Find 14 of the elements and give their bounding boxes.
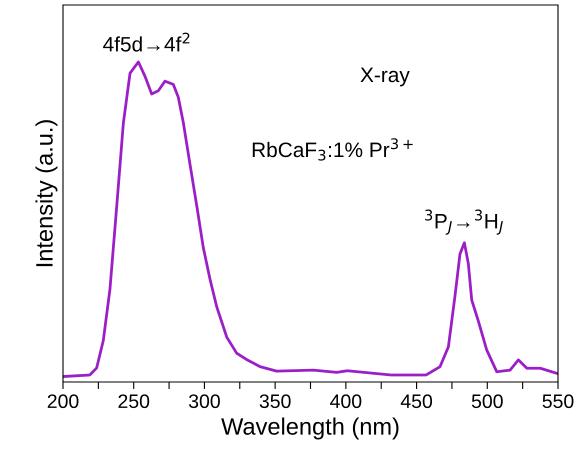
text: 4f5d→4f$^{2}$ — [103, 32, 190, 52]
annotation: RbCaF$_{3}$:1% Pr$^{3+}$ — [252, 138, 413, 161]
annotation: $^{3}$P$_{J}$→$^{3}$H$_{J}$ — [425, 210, 503, 235]
x-tick-label: 550 — [542, 394, 574, 408]
y-axis-title: Intensity (a.u.) — [35, 120, 58, 266]
x-tick-label: 400 — [330, 394, 362, 408]
x-tick-label: 300 — [188, 394, 220, 408]
x-tick-label: 200 — [48, 394, 78, 408]
annotation: X-ray — [360, 68, 410, 86]
x-tick-label: 500 — [472, 394, 503, 408]
x-tick-label: 350 — [260, 394, 291, 408]
x-tick-label: 250 — [118, 394, 150, 408]
x-axis-title: Wavelength (nm) — [221, 417, 398, 440]
x-tick-label: 450 — [400, 394, 432, 408]
